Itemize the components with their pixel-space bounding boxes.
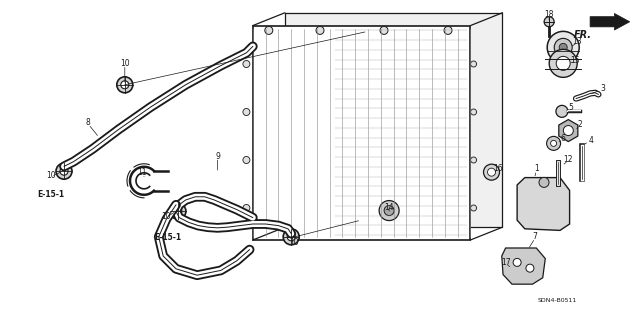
Circle shape [284,229,300,245]
Circle shape [559,44,567,52]
Circle shape [547,136,561,150]
Text: 1: 1 [534,164,539,173]
Circle shape [554,38,572,56]
Circle shape [547,31,579,63]
Circle shape [174,207,182,215]
Circle shape [287,233,295,241]
Text: 16: 16 [493,164,503,173]
Text: 8: 8 [86,118,91,127]
Circle shape [470,157,477,163]
Text: E-15-1: E-15-1 [38,190,65,199]
Circle shape [444,27,452,35]
Circle shape [380,27,388,35]
Circle shape [265,27,273,35]
Text: 17: 17 [500,258,511,267]
Circle shape [513,258,521,266]
Circle shape [470,61,477,67]
Circle shape [243,60,250,68]
Circle shape [544,17,554,27]
Circle shape [470,109,477,115]
Circle shape [470,205,477,211]
Text: 10: 10 [46,171,56,180]
Text: 10: 10 [120,59,130,68]
Circle shape [526,264,534,272]
Circle shape [56,163,72,179]
Circle shape [488,168,495,176]
Circle shape [117,77,133,93]
Text: 6: 6 [561,134,566,143]
Text: 18: 18 [545,10,554,19]
Circle shape [121,81,129,89]
Circle shape [243,156,250,164]
Polygon shape [517,178,570,230]
Text: 10: 10 [161,212,172,220]
Text: 11: 11 [138,168,147,177]
Text: 7: 7 [532,232,538,241]
Polygon shape [285,13,502,227]
Circle shape [484,164,500,180]
Polygon shape [502,248,545,284]
Text: 13: 13 [572,37,582,46]
Text: 4: 4 [589,136,594,145]
Circle shape [549,49,577,77]
Text: 15: 15 [570,56,580,65]
Circle shape [316,27,324,35]
Circle shape [60,167,68,175]
Circle shape [170,203,186,219]
Polygon shape [590,13,630,30]
Text: 14: 14 [384,203,394,212]
Circle shape [379,201,399,220]
Text: E-15-1: E-15-1 [154,233,181,242]
Circle shape [563,125,573,136]
Text: 9: 9 [215,152,220,161]
Circle shape [243,108,250,116]
Text: 2: 2 [577,120,582,129]
Circle shape [384,205,394,216]
Circle shape [550,140,557,146]
Circle shape [243,204,250,212]
Text: 10: 10 [289,238,300,247]
Polygon shape [559,120,578,141]
Text: SDN4-B0511: SDN4-B0511 [537,298,577,303]
Circle shape [556,56,570,70]
Text: 3: 3 [600,84,605,93]
Text: 5: 5 [568,103,573,112]
Circle shape [539,177,549,188]
Text: FR.: FR. [573,30,591,40]
Text: 12: 12 [564,155,573,164]
Circle shape [556,105,568,117]
Polygon shape [253,26,470,240]
